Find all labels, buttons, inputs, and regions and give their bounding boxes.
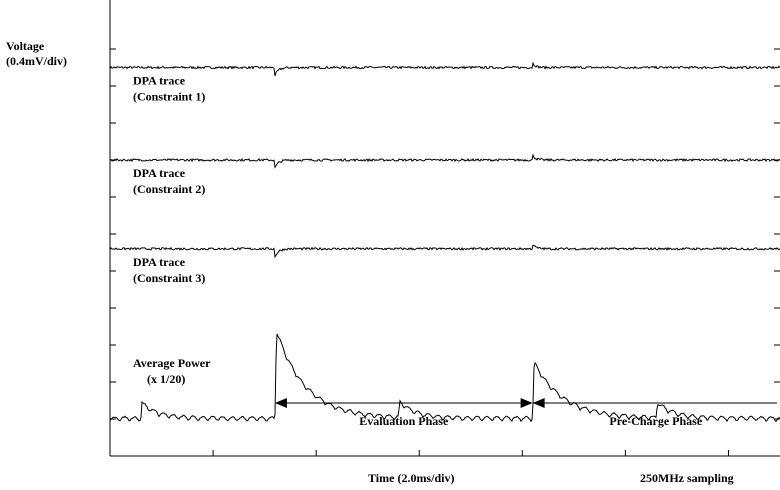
annotation-label-2: Pre-Charge Phase bbox=[609, 414, 702, 428]
plot-frame bbox=[109, 0, 780, 457]
series-label-3-line2: (Constraint 3) bbox=[133, 271, 205, 285]
x-ticks bbox=[212, 450, 729, 456]
series-label-2-line2: (Constraint 2) bbox=[133, 182, 205, 196]
series-label-1-line2: (Constraint 1) bbox=[133, 90, 205, 104]
annotation-label-1: Evaluation Phase bbox=[359, 414, 449, 428]
series-line-2 bbox=[109, 153, 780, 169]
annotation-arrowhead-right-1 bbox=[520, 398, 533, 408]
sampling-note: 250MHz sampling bbox=[640, 471, 734, 485]
y-ticks bbox=[110, 48, 780, 420]
x-axis-label: Time (2.0ms/div) bbox=[368, 471, 454, 485]
series-line-3 bbox=[109, 244, 780, 259]
series-label-3-line1: DPA trace bbox=[133, 255, 186, 269]
traces bbox=[109, 61, 780, 423]
series-labels: DPA trace (Constraint 1) DPA trace (Constra… bbox=[133, 74, 211, 387]
phase-annotations: Evaluation Phase Pre-Charge Phase bbox=[274, 398, 777, 428]
annotation-arrowhead-left-1 bbox=[274, 398, 287, 408]
annotation-arrowhead-left-2 bbox=[532, 398, 545, 408]
series-line-4 bbox=[109, 333, 780, 423]
y-axis-label-line2: (0.4mV/div) bbox=[6, 54, 67, 68]
y-axis-label-line1: Voltage bbox=[6, 39, 45, 53]
series-label-1-line1: DPA trace bbox=[133, 74, 186, 88]
series-line-1 bbox=[109, 61, 780, 77]
series-label-2-line1: DPA trace bbox=[133, 166, 186, 180]
series-label-4-line2: (x 1/20) bbox=[147, 372, 185, 386]
series-label-4-line1: Average Power bbox=[133, 356, 211, 370]
